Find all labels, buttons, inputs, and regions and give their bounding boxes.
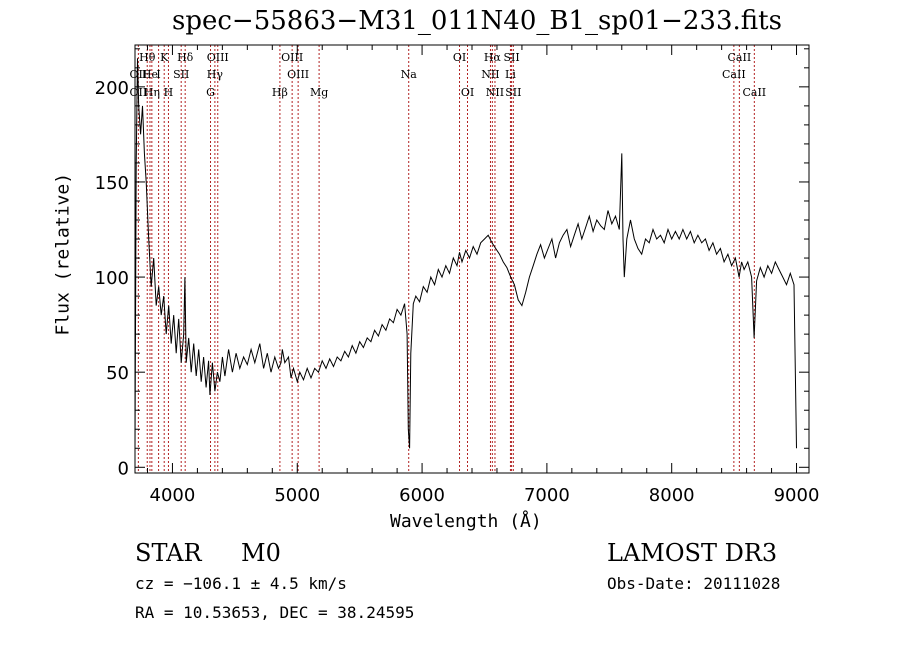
- spectral-line-label: Hδ: [177, 51, 194, 64]
- spectral-line-label: G: [206, 86, 215, 99]
- spectral-line-label: CaII: [728, 51, 752, 64]
- chart-title: spec−55863−M31_011N40_B1_sp01−233.fits: [172, 6, 782, 36]
- spectral-line-label: NII: [481, 68, 499, 81]
- x-tick-label: 7000: [524, 485, 570, 506]
- x-tick-label: 6000: [399, 485, 445, 506]
- x-tick-label: 9000: [774, 485, 820, 506]
- spectral-line-label: Hη: [144, 86, 160, 99]
- spectral-line-label: K: [160, 51, 169, 64]
- spectral-line-label: Hθ: [139, 51, 156, 64]
- obs-date: Obs-Date: 20111028: [607, 574, 781, 593]
- spectral-line-label: I: [156, 68, 160, 81]
- spectral-line-label: SII: [503, 51, 519, 64]
- spectral-line-label: OIII: [287, 68, 309, 81]
- plot-frame: [134, 44, 810, 474]
- x-tick-label: 8000: [649, 485, 695, 506]
- spectral-line-label: OIII: [207, 51, 229, 64]
- y-tick-label: 150: [95, 173, 129, 194]
- spectral-line-label: Li: [505, 68, 516, 81]
- star-class: STAR: [135, 539, 202, 567]
- spectral-line-label: OII: [130, 68, 148, 81]
- y-tick-label: 0: [118, 458, 129, 479]
- spectral-line-label: SII: [505, 86, 521, 99]
- spectral-line-label: Hγ: [207, 68, 224, 81]
- spectral-line-label: Mg: [310, 86, 328, 99]
- x-tick-label: 5000: [274, 485, 320, 506]
- survey-name: LAMOST DR3: [607, 539, 778, 567]
- spectral-line-label: He: [142, 68, 158, 81]
- y-axis-label: Flux (relative): [52, 172, 74, 336]
- x-axis-label: Wavelength (Å): [390, 511, 542, 532]
- x-tick-label: 4000: [150, 485, 196, 506]
- spectral-line-label: OI: [453, 51, 466, 64]
- spectral-line-label: Hα: [484, 51, 502, 64]
- y-tick-label: 200: [95, 78, 129, 99]
- spectral-line-label: Na: [401, 68, 418, 81]
- ra-dec: RA = 10.53653, DEC = 38.24595: [135, 603, 415, 622]
- spectral-line-label: Hβ: [272, 86, 288, 99]
- spectral-line-label: OII: [130, 86, 148, 99]
- spectral-line-label: OI: [461, 86, 474, 99]
- y-tick-label: 50: [106, 363, 129, 384]
- flux-series-line: [134, 58, 797, 449]
- spectral-line-label: H: [164, 86, 174, 99]
- redshift-cz: cz = −106.1 ± 4.5 km/s: [135, 574, 347, 593]
- y-tick-label: 100: [95, 268, 129, 289]
- spectral-line-label: CaII: [742, 86, 766, 99]
- spectral-line-label: NII: [486, 86, 504, 99]
- spectral-line-label: OIII: [281, 51, 303, 64]
- spectral-line-label: SII: [173, 68, 189, 81]
- spectral-line-label: CaII: [722, 68, 746, 81]
- star-subclass: M0: [241, 539, 281, 567]
